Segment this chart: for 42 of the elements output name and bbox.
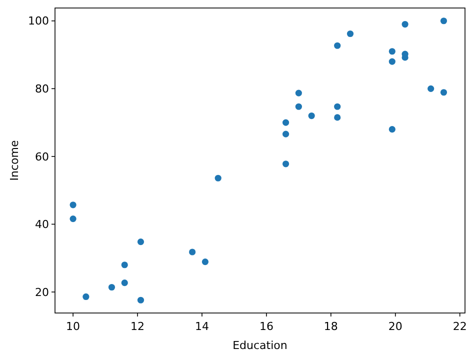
- y-tick-label: 40: [35, 218, 49, 232]
- point: [334, 103, 341, 110]
- point: [295, 90, 302, 96]
- point: [214, 174, 222, 182]
- x-tick-label: 20: [388, 320, 402, 333]
- x-tick-label: 16: [259, 320, 274, 333]
- point: [137, 296, 144, 304]
- point: [70, 202, 76, 208]
- point: [282, 160, 290, 168]
- point: [388, 126, 396, 133]
- point: [334, 42, 341, 49]
- point: [108, 284, 116, 291]
- y-tick-label: 80: [35, 82, 49, 96]
- y-tick-label: 60: [35, 150, 49, 164]
- point: [70, 215, 76, 222]
- point: [334, 114, 341, 121]
- point: [402, 20, 408, 28]
- point: [388, 58, 396, 65]
- point: [440, 89, 448, 96]
- point: [440, 18, 448, 24]
- x-tick-label: 12: [130, 320, 145, 333]
- point: [282, 130, 290, 138]
- point: [189, 248, 196, 256]
- y-tick-label: 100: [28, 14, 49, 28]
- y-axis-title: Income: [8, 140, 21, 181]
- x-tick-label: 10: [66, 320, 80, 333]
- point: [388, 48, 396, 55]
- x-tick-label: 18: [324, 320, 338, 333]
- point: [428, 85, 434, 92]
- x-tick-label: 22: [452, 320, 467, 333]
- y-tick-label: 20: [35, 286, 49, 299]
- point: [121, 262, 128, 268]
- point: [295, 103, 302, 110]
- point: [282, 119, 290, 126]
- point: [82, 293, 90, 300]
- point: [346, 30, 354, 38]
- x-tick-label: 14: [194, 320, 209, 333]
- point: [308, 112, 315, 120]
- point: [202, 258, 209, 266]
- point: [137, 238, 144, 246]
- x-axis-title: Education: [232, 339, 288, 352]
- point: [121, 280, 128, 286]
